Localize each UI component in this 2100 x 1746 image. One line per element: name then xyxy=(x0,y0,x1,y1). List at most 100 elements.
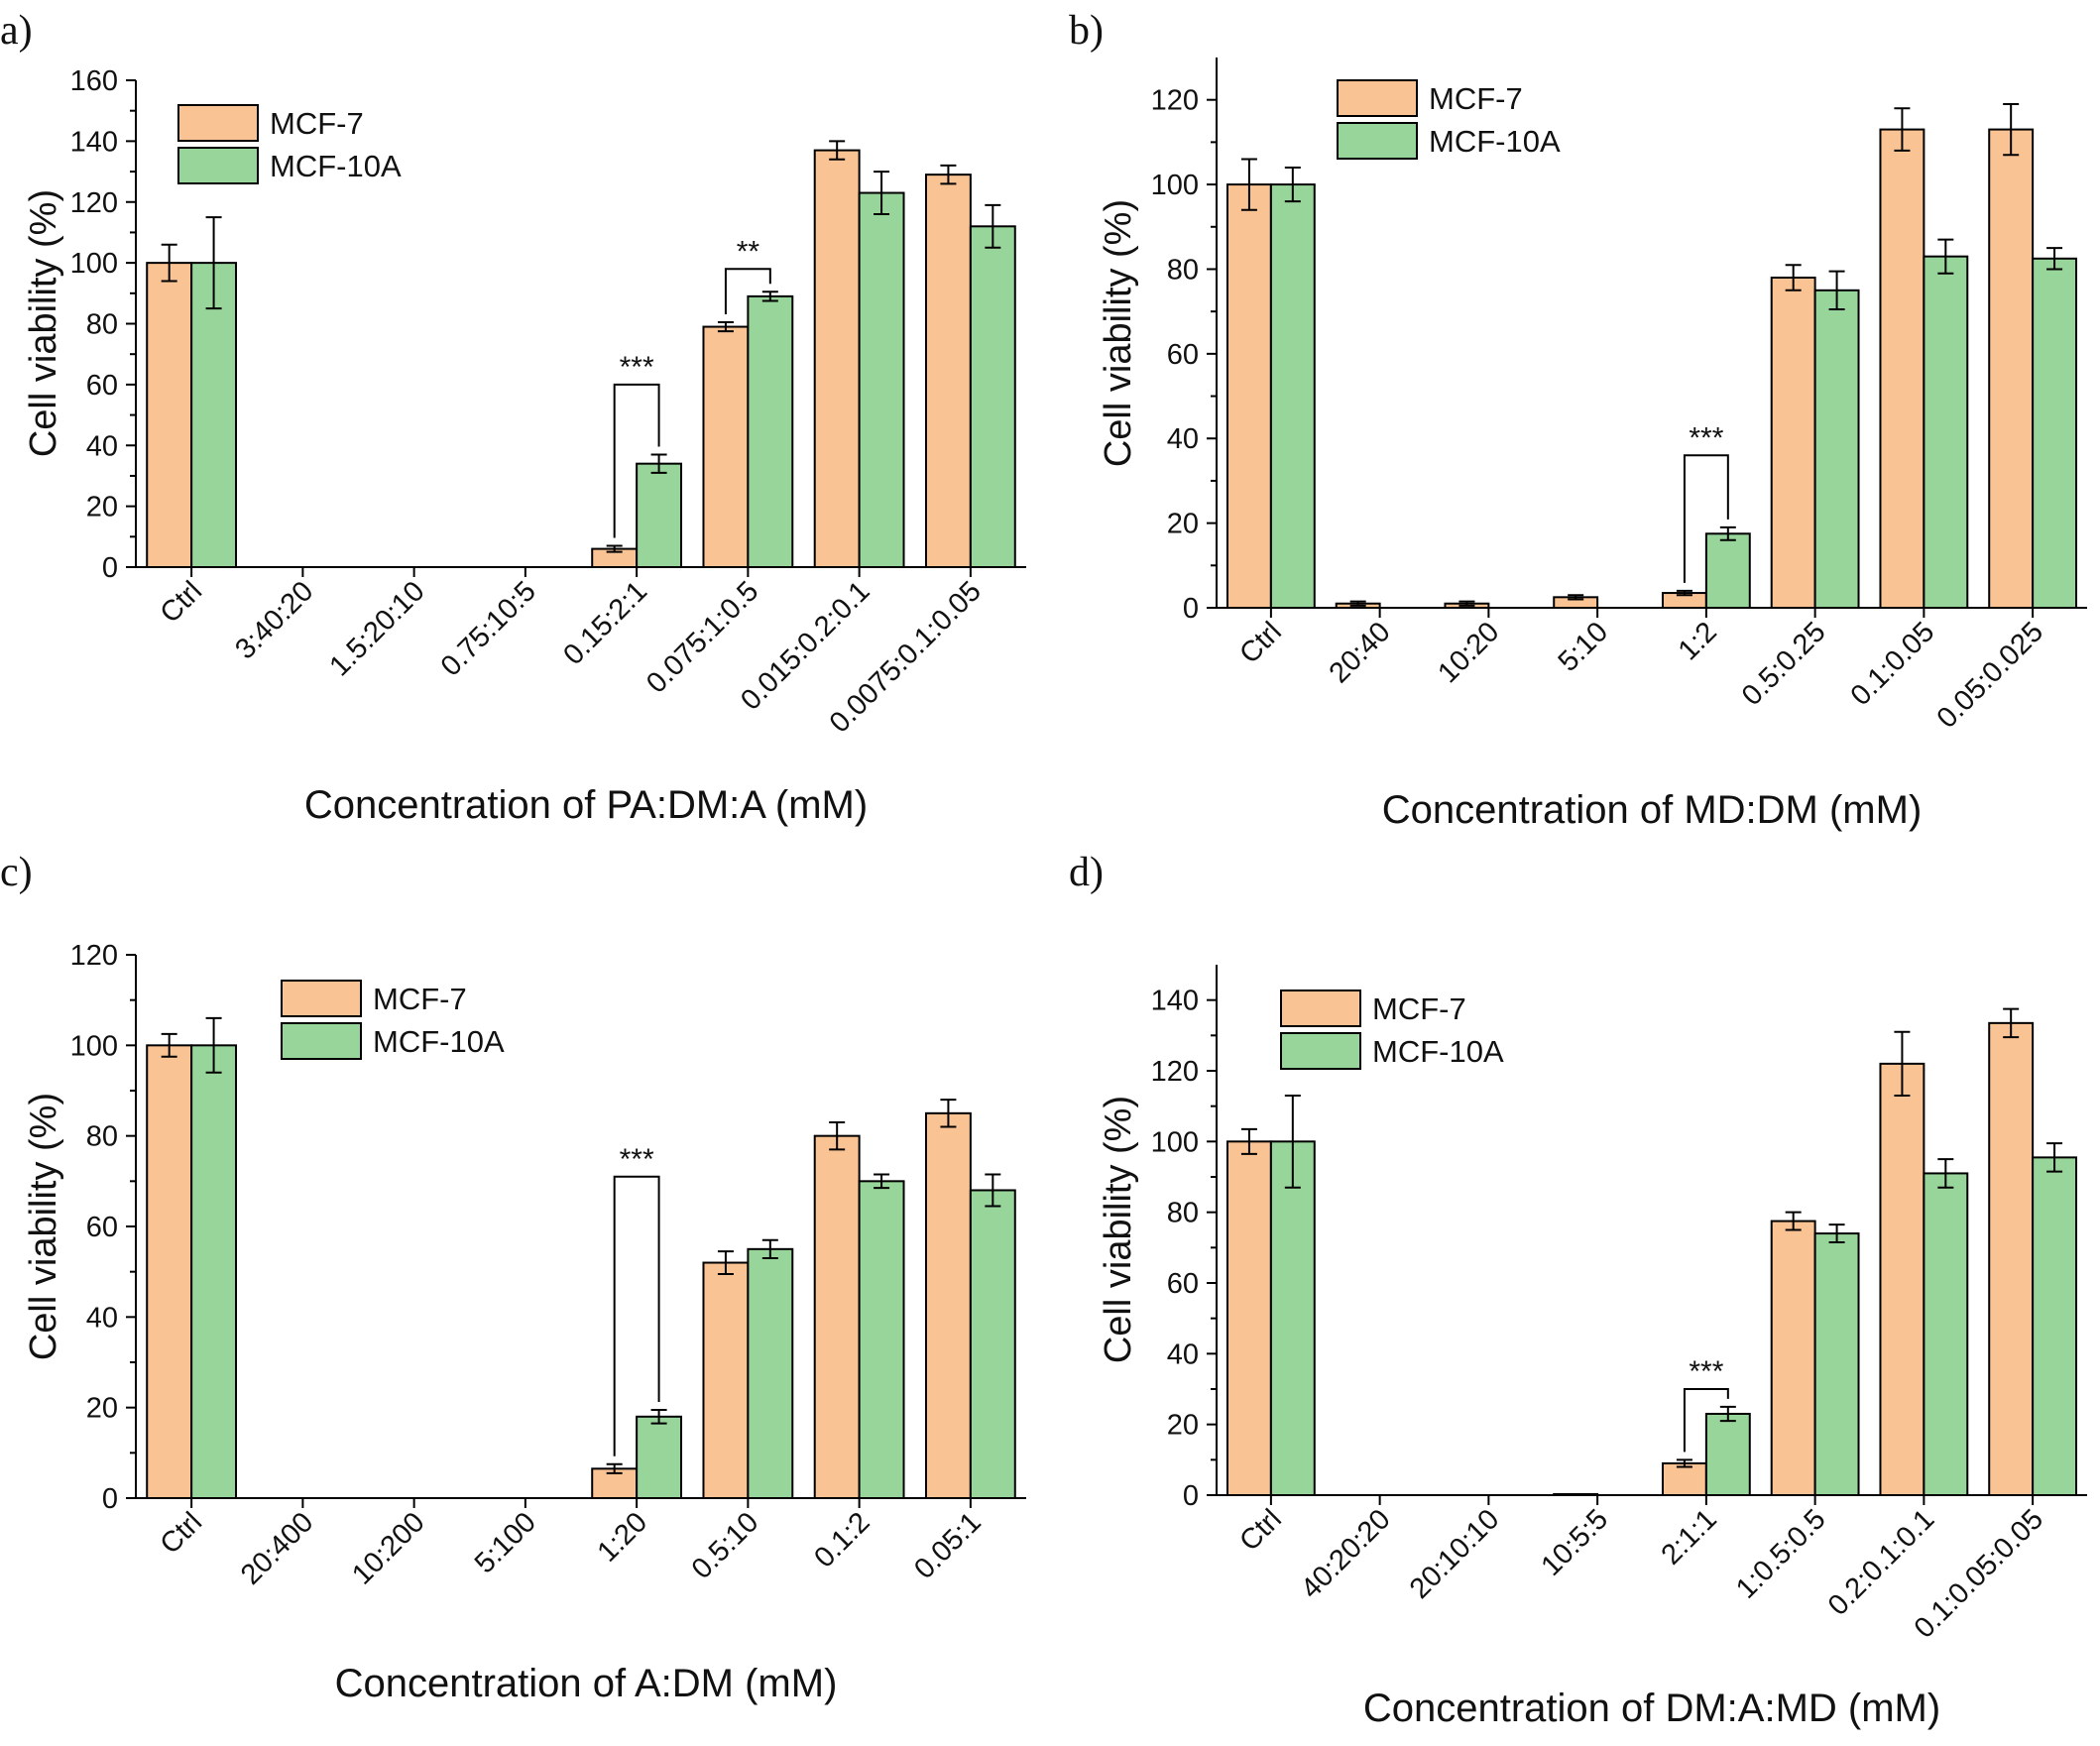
y-tick-label: 120 xyxy=(70,187,118,219)
bar-mcf-7 xyxy=(813,149,861,569)
significance-bracket xyxy=(1683,454,1729,583)
x-tick-label: 0.05:1 xyxy=(908,1506,988,1585)
y-tick-label: 20 xyxy=(86,492,118,524)
x-tick-label: 0.1:0.05 xyxy=(1845,616,1941,712)
bar-mcf-7 xyxy=(702,325,750,568)
y-tick-label: 160 xyxy=(70,65,118,97)
bar-mcf-10a xyxy=(636,462,683,569)
y-tick-label: 80 xyxy=(86,309,118,341)
y-tick-label: 80 xyxy=(86,1121,118,1153)
panel-letter: d) xyxy=(1069,850,1104,895)
y-axis-title: Cell viability (%) xyxy=(23,1093,64,1360)
legend-swatch-mcf-7 xyxy=(1337,79,1418,117)
legend-label: MCF-10A xyxy=(1372,1034,1504,1069)
y-tick-label: 100 xyxy=(70,1030,118,1062)
y-axis-title: Cell viability (%) xyxy=(23,189,64,457)
bar-mcf-10a xyxy=(636,1415,683,1500)
x-tick-label: 2:1:1 xyxy=(1656,1503,1723,1571)
legend-swatch-mcf-10a xyxy=(1280,1032,1361,1070)
x-tick-label: 1:2 xyxy=(1673,616,1723,666)
legend-swatch-mcf-10a xyxy=(1337,122,1418,160)
x-tick-label: 10:5:5 xyxy=(1535,1503,1614,1582)
x-tick-label: 20:10:10 xyxy=(1404,1503,1505,1604)
x-tick-label: 0.5:0.25 xyxy=(1736,616,1832,712)
legend-swatch-mcf-10a xyxy=(281,1022,362,1060)
bar-mcf-10a xyxy=(747,294,794,568)
bar-mcf-7 xyxy=(1879,1062,1925,1497)
significance-label: *** xyxy=(620,1143,654,1176)
x-tick-label: 1:0.5:0.5 xyxy=(1730,1503,1831,1604)
x-tick-label: Ctrl xyxy=(155,1506,209,1561)
significance-bracket xyxy=(1683,1388,1729,1453)
y-tick-label: 140 xyxy=(70,126,118,158)
bar-mcf-7 xyxy=(1553,1492,1599,1497)
bar-mcf-10a xyxy=(1813,289,1860,609)
y-tick-label: 100 xyxy=(70,248,118,280)
x-axis-title: Concentration of A:DM (mM) xyxy=(335,1662,838,1705)
x-tick-label: 0.1:2 xyxy=(808,1506,875,1573)
y-tick-label: 60 xyxy=(86,370,118,402)
bar-mcf-7 xyxy=(813,1134,861,1499)
bar-mcf-7 xyxy=(1225,183,1272,609)
significance-bracket xyxy=(724,268,771,314)
bar-mcf-10a xyxy=(1269,1140,1316,1497)
significance-label: *** xyxy=(1689,1355,1723,1388)
bar-mcf-7 xyxy=(924,1111,972,1500)
y-tick-label: 100 xyxy=(1151,170,1199,201)
y-tick-label: 80 xyxy=(1167,254,1199,286)
panel-letter: a) xyxy=(0,8,33,54)
y-tick-label: 0 xyxy=(102,552,118,584)
legend-label: MCF-10A xyxy=(270,149,402,183)
y-tick-label: 80 xyxy=(1167,1198,1199,1229)
significance-bracket xyxy=(613,1175,660,1456)
x-tick-label: 40:20:20 xyxy=(1295,1503,1396,1604)
x-tick-label: Ctrl xyxy=(1233,616,1288,670)
significance-label: *** xyxy=(620,351,654,384)
bar-mcf-7 xyxy=(1770,1220,1816,1497)
y-tick-label: 0 xyxy=(1183,593,1199,625)
bar-mcf-7 xyxy=(1225,1140,1272,1497)
y-tick-label: 100 xyxy=(1151,1126,1199,1158)
x-tick-label: 0.075:1:0.5 xyxy=(641,575,764,699)
panel-letter: c) xyxy=(0,850,33,895)
y-tick-label: 120 xyxy=(1151,1056,1199,1088)
bar-mcf-10a xyxy=(1813,1232,1860,1496)
bar-mcf-10a xyxy=(969,1189,1016,1499)
y-tick-label: 60 xyxy=(86,1212,118,1243)
significance-label: ** xyxy=(737,235,760,268)
y-tick-label: 60 xyxy=(1167,339,1199,371)
bar-mcf-7 xyxy=(1661,1461,1707,1497)
x-tick-label: 5:100 xyxy=(469,1506,542,1579)
bar-mcf-10a xyxy=(1923,255,1969,609)
x-tick-label: Ctrl xyxy=(155,575,209,630)
x-tick-label: 1.5:20:10 xyxy=(323,575,430,682)
x-tick-label: 0.75:10:5 xyxy=(435,575,542,682)
bar-mcf-10a xyxy=(1923,1172,1969,1497)
y-axis-title: Cell viability (%) xyxy=(1098,1096,1139,1363)
x-axis-title: Concentration of DM:A:MD (mM) xyxy=(1363,1687,1940,1730)
y-tick-label: 0 xyxy=(102,1483,118,1515)
legend-swatch-mcf-7 xyxy=(177,104,259,142)
bar-mcf-10a xyxy=(858,1180,905,1500)
y-tick-label: 140 xyxy=(1151,986,1199,1017)
bar-mcf-10a xyxy=(190,262,238,568)
x-tick-label: 0.15:2:1 xyxy=(557,575,653,671)
y-tick-label: 20 xyxy=(86,1393,118,1425)
legend-swatch-mcf-7 xyxy=(1280,989,1361,1027)
significance-label: *** xyxy=(1689,421,1723,454)
x-tick-label: 0.2:0.1:0.1 xyxy=(1822,1503,1941,1622)
bar-mcf-7 xyxy=(1770,277,1816,609)
x-axis-title: Concentration of PA:DM:A (mM) xyxy=(304,783,868,827)
y-tick-label: 20 xyxy=(1167,509,1199,540)
x-tick-label: 10:200 xyxy=(346,1506,430,1590)
legend-swatch-mcf-10a xyxy=(177,147,259,184)
significance-bracket xyxy=(613,383,660,538)
bar-mcf-10a xyxy=(2032,257,2078,609)
y-tick-label: 40 xyxy=(86,430,118,462)
y-tick-label: 120 xyxy=(70,940,118,972)
x-tick-label: 0.05:0.025 xyxy=(1931,616,2050,735)
x-tick-label: 0.5:10 xyxy=(686,1506,765,1585)
x-tick-label: 20:400 xyxy=(235,1506,319,1590)
x-tick-label: 3:40:20 xyxy=(229,575,319,665)
